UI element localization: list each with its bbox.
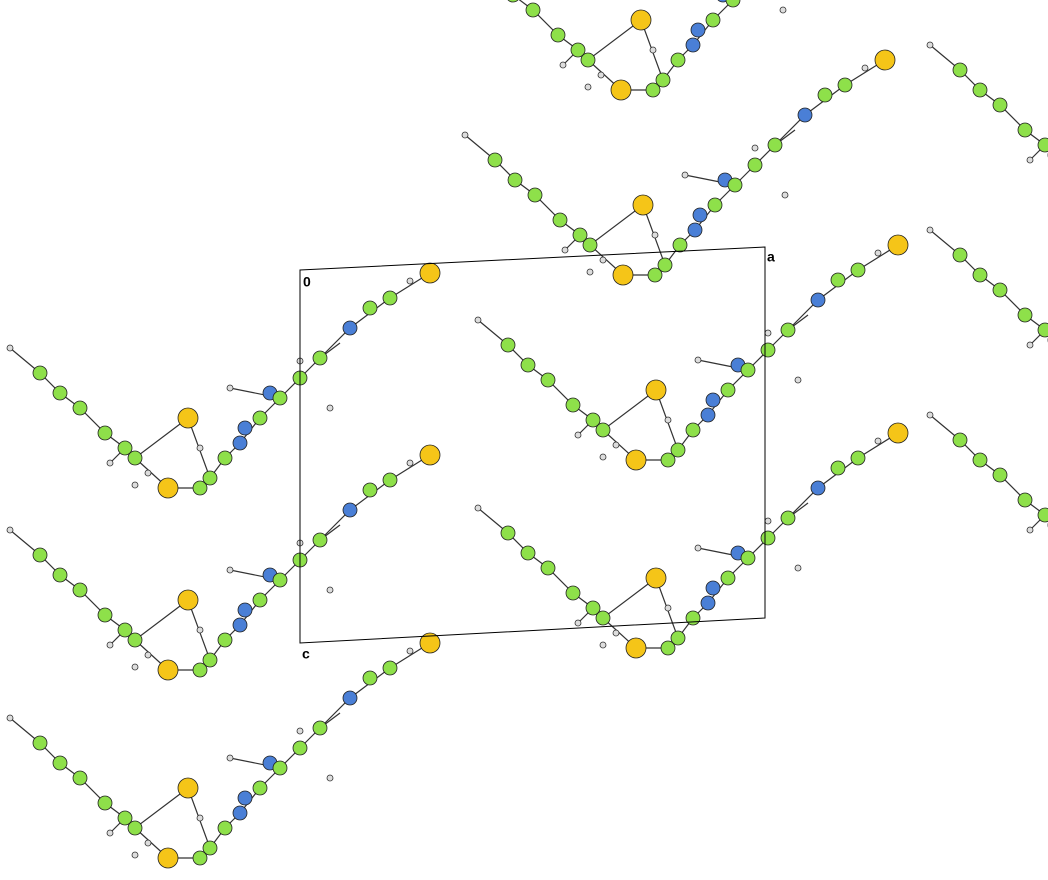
packing-diagram: 0 a c [0,0,1048,880]
page: {"axis_labels": {"origin": "0", "a": "a"… [0,0,1048,880]
molecules [7,0,1048,868]
body: 0 a c (() => { const data = JSON.parse(d… [0,0,1048,880]
axis-c-label: c [302,646,310,662]
origin-label: 0 [303,274,311,290]
axis-a-label: a [767,249,775,265]
